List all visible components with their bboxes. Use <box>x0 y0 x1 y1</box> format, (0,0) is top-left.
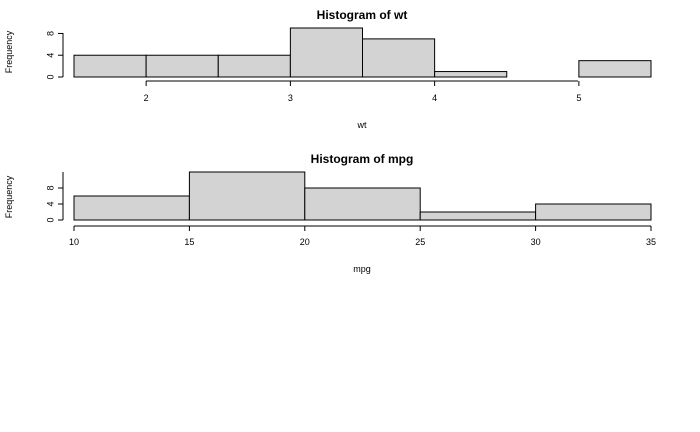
mpg-chart-title: Histogram of mpg <box>311 152 414 166</box>
wt-x-tick-label-3: 5 <box>576 93 581 103</box>
mpg-y-ticks: 0 4 8 <box>45 185 63 223</box>
wt-bars <box>73 27 652 78</box>
mpg-bars <box>73 171 652 221</box>
wt-y-axis-label: Frequency <box>4 30 14 73</box>
mpg-bar-3 <box>419 211 537 221</box>
wt-bar-7 <box>578 60 652 78</box>
mpg-x-tick-label-4: 30 <box>531 237 541 247</box>
mpg-x-ticks: 10 15 20 25 30 35 <box>69 226 656 247</box>
mpg-bar-2 <box>304 187 421 221</box>
mpg-x-axis-label: mpg <box>353 264 371 274</box>
wt-x-axis-label: wt <box>357 120 367 130</box>
mpg-x-tick-label-3: 25 <box>415 237 425 247</box>
mpg-histogram-panel: Histogram of mpg 10 15 20 25 30 35 0 4 8 mpg Fr… <box>4 152 656 274</box>
mpg-x-tick-label-0: 10 <box>69 237 79 247</box>
wt-x-tick-label-2: 4 <box>432 93 437 103</box>
wt-bar-0 <box>73 54 147 78</box>
mpg-x-tick-label-1: 15 <box>184 237 194 247</box>
wt-y-tick-label-2: 8 <box>45 31 55 36</box>
wt-bar-4 <box>362 38 436 78</box>
mpg-x-tick-label-2: 20 <box>300 237 310 247</box>
wt-bar-1 <box>145 54 219 78</box>
mpg-bar-1 <box>188 171 306 221</box>
mpg-y-tick-label-1: 4 <box>45 201 55 206</box>
wt-chart-title: Histogram of wt <box>317 8 408 22</box>
wt-x-ticks: 2 3 4 5 <box>144 81 581 103</box>
mpg-y-tick-label-0: 0 <box>45 217 55 222</box>
wt-histogram-panel: Histogram of wt 2 3 4 5 0 4 8 wt Frequency <box>4 8 652 130</box>
mpg-bar-0 <box>73 195 190 221</box>
wt-y-tick-label-0: 0 <box>45 74 55 79</box>
mpg-y-axis-label: Frequency <box>4 175 14 218</box>
mpg-bar-4 <box>535 203 652 221</box>
wt-bar-3 <box>289 27 363 78</box>
wt-x-tick-label-1: 3 <box>288 93 293 103</box>
mpg-x-tick-label-5: 35 <box>646 237 656 247</box>
mpg-y-tick-label-2: 8 <box>45 185 55 190</box>
wt-x-tick-label-0: 2 <box>144 93 149 103</box>
wt-bar-2 <box>217 54 291 78</box>
wt-y-tick-label-1: 4 <box>45 53 55 58</box>
wt-y-ticks: 0 4 8 <box>45 31 63 80</box>
wt-bar-5 <box>434 71 508 78</box>
